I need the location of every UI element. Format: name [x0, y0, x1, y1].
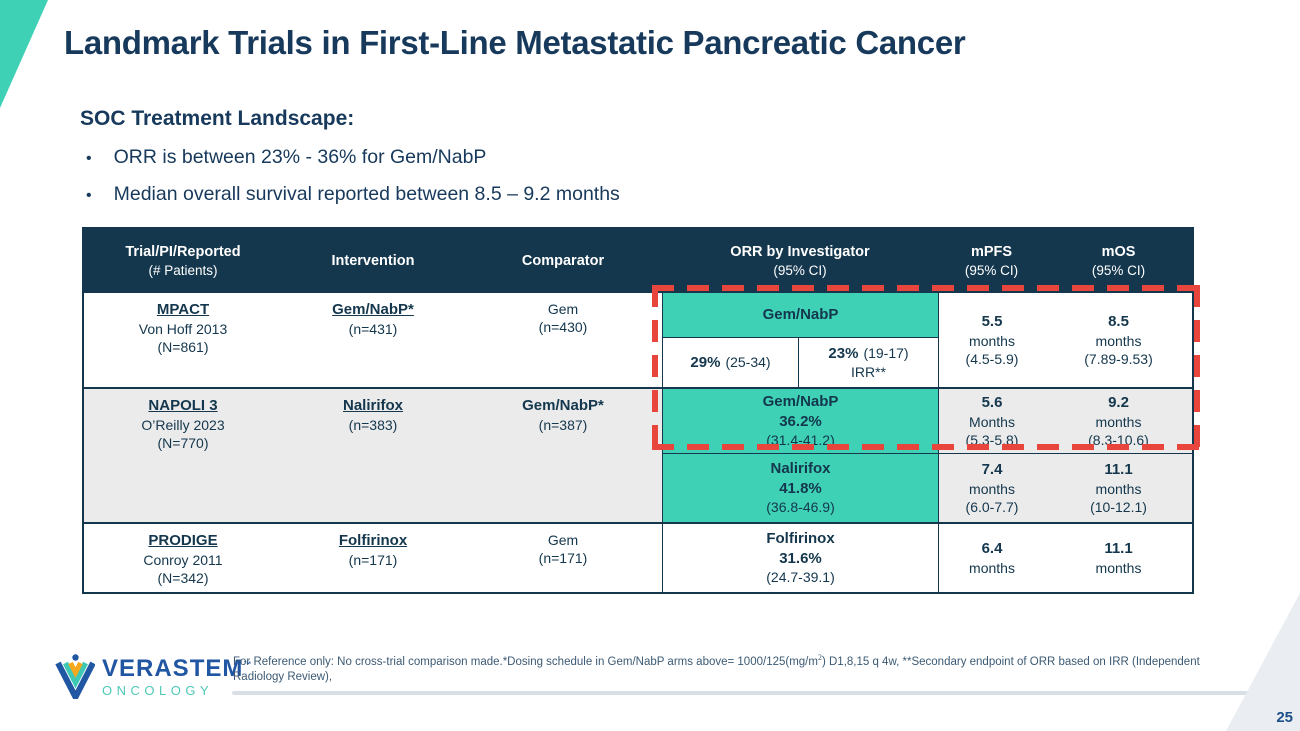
verastem-v-mark-icon — [55, 653, 96, 704]
bullet-text: Median overall survival reported between… — [113, 183, 620, 205]
mpact-orr-investigator-cell: 29% (25-34) — [662, 338, 798, 387]
mpact-comparator-cell: Gem (n=430) — [538, 301, 588, 336]
prodige-orr-cell: Folfirinox 31.6% (24.7-39.1) — [662, 522, 938, 592]
napoli-nalirifox-mpfs-cell: 7.4 months (6.0-7.7) — [938, 454, 1045, 522]
napoli-intervention-cell: Nalirifox (n=383) — [282, 387, 464, 522]
teal-wedge-decoration — [0, 0, 48, 108]
napoli-gemnabp-mos-cell: 9.2 months (8.3-10.6) — [1045, 387, 1192, 454]
prodige-mos-cell: 11.1 months — [1045, 522, 1192, 592]
verastem-logo: VERASTEM™ ONCOLOGY — [55, 653, 252, 704]
header-intervention: Intervention — [282, 229, 464, 293]
mpact-intervention-cell: Gem/NabP* (n=431) — [332, 301, 414, 337]
napoli-gemnabp-mpfs-cell: 5.6 Months (5.3-5.8) — [938, 387, 1045, 454]
red-dash-right — [1194, 285, 1200, 450]
mpact-orr-irr-cell: 23% (19-17) IRR** — [798, 338, 938, 387]
bullet-text: ORR is between 23% - 36% for Gem/NabP — [113, 146, 487, 168]
page-number: 25 — [1276, 709, 1293, 726]
mpact-trial-cell: MPACT Von Hoff 2013 (N=861) — [138, 301, 228, 355]
napoli-comparator-cell: Gem/NabP* (n=387) — [464, 387, 662, 522]
header-trial: Trial/PI/Reported (# Patients) — [84, 229, 282, 293]
header-comparator: Comparator — [464, 229, 662, 293]
napoli-nalirifox-mos-cell: 11.1 months (10-12.1) — [1045, 454, 1192, 522]
bullet-item: • Median overall survival reported betwe… — [86, 183, 620, 209]
mpact-mos-cell: 8.5 months (7.89-9.53) — [1084, 313, 1153, 367]
bullet-glyph: • — [86, 187, 92, 204]
napoli-gemnabp-orr-cell: Gem/NabP 36.2% (31.4-41.2) — [662, 387, 938, 454]
mpact-orr-band-cell: Gem/NabP — [662, 293, 938, 338]
landmark-trials-table: Trial/PI/Reported (# Patients) Intervent… — [82, 227, 1194, 594]
prodige-mpfs-cell: 6.4 months — [938, 522, 1045, 592]
header-mos: mOS (95% CI) — [1045, 229, 1192, 293]
napoli-nalirifox-orr-cell: Nalirifox 41.8% (36.8-46.9) — [662, 454, 938, 522]
bullet-item: • ORR is between 23% - 36% for Gem/NabP — [86, 146, 486, 172]
soc-heading: SOC Treatment Landscape: — [80, 107, 355, 130]
mpact-mpfs-cell: 5.5 months (4.5-5.9) — [938, 293, 1045, 387]
bullet-glyph: • — [86, 150, 92, 167]
header-mpfs: mPFS (95% CI) — [938, 229, 1045, 293]
prodige-intervention-cell: Folfirinox (n=171) — [282, 522, 464, 592]
prodige-trial-cell: PRODIGE Conroy 2011 (N=342) — [84, 522, 282, 592]
logo-wordmark: VERASTEM™ — [102, 655, 253, 682]
page-title: Landmark Trials in First-Line Metastatic… — [64, 24, 966, 61]
logo-subtext: ONCOLOGY — [102, 683, 214, 698]
footnote: For Reference only: No cross-trial compa… — [233, 653, 1200, 684]
prodige-comparator-cell: Gem (n=171) — [464, 522, 662, 592]
header-orr: ORR by Investigator (95% CI) — [662, 229, 938, 293]
napoli-trial-cell: NAPOLI 3 O’Reilly 2023 (N=770) — [84, 387, 282, 522]
footer-divider-line — [232, 691, 1285, 695]
